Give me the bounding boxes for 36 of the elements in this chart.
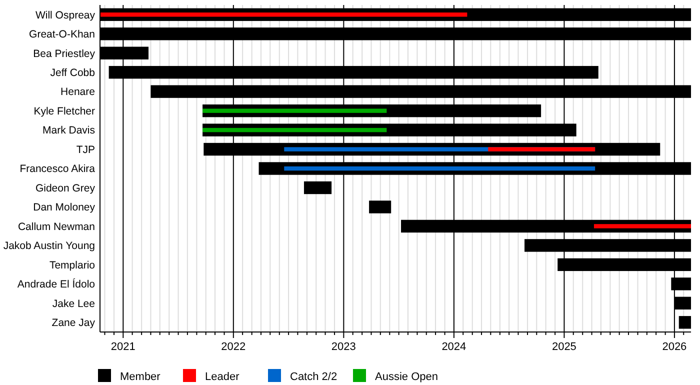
y-tick-label: Callum Newman: [18, 220, 96, 233]
y-tick-label: Templario: [49, 259, 96, 272]
legend-label: Catch 2/2: [290, 370, 338, 383]
x-tick-label: 2021: [110, 341, 136, 353]
bar: [284, 166, 596, 171]
x-tick-label: 2024: [442, 341, 466, 353]
x-tick-label: 2025: [552, 341, 576, 353]
bar: [678, 316, 691, 329]
y-tick-label: Francesco Akira: [20, 163, 96, 176]
bar: [369, 200, 392, 214]
bar: [202, 128, 387, 132]
y-tick-label: Mark Davis: [42, 124, 95, 137]
y-tick-label: Great-O-Khan: [29, 28, 96, 41]
x-tick-label: 2022: [221, 341, 246, 353]
x-tick-label: 2026: [662, 341, 687, 353]
bar: [594, 224, 691, 228]
y-tick-label: Jeff Cobb: [50, 67, 96, 79]
y-tick-label: Jakob Austin Young: [3, 240, 96, 252]
bar: [304, 181, 332, 194]
y-tick-label: Bea Priestley: [33, 48, 96, 60]
y-tick-label: Dan Moloney: [33, 202, 96, 214]
y-tick-label: TJP: [76, 144, 95, 156]
y-tick-label: Kyle Fletcher: [34, 105, 96, 118]
y-tick-label: Zane Jay: [52, 317, 96, 330]
bar: [488, 147, 596, 152]
x-tick-label: 2023: [331, 341, 356, 353]
bar: [202, 108, 387, 113]
bar: [100, 12, 468, 17]
y-tick-label: Jake Lee: [52, 298, 96, 310]
legend-label: Leader: [205, 370, 240, 383]
y-tick-label: Andrade El Ídolo: [17, 278, 96, 291]
y-tick-label: Will Ospreay: [35, 9, 96, 22]
y-tick-label: Henare: [60, 86, 96, 98]
legend-label: Member: [120, 370, 161, 383]
legend-label: Aussie Open: [375, 370, 438, 383]
y-tick-label: Gideon Grey: [35, 182, 96, 194]
